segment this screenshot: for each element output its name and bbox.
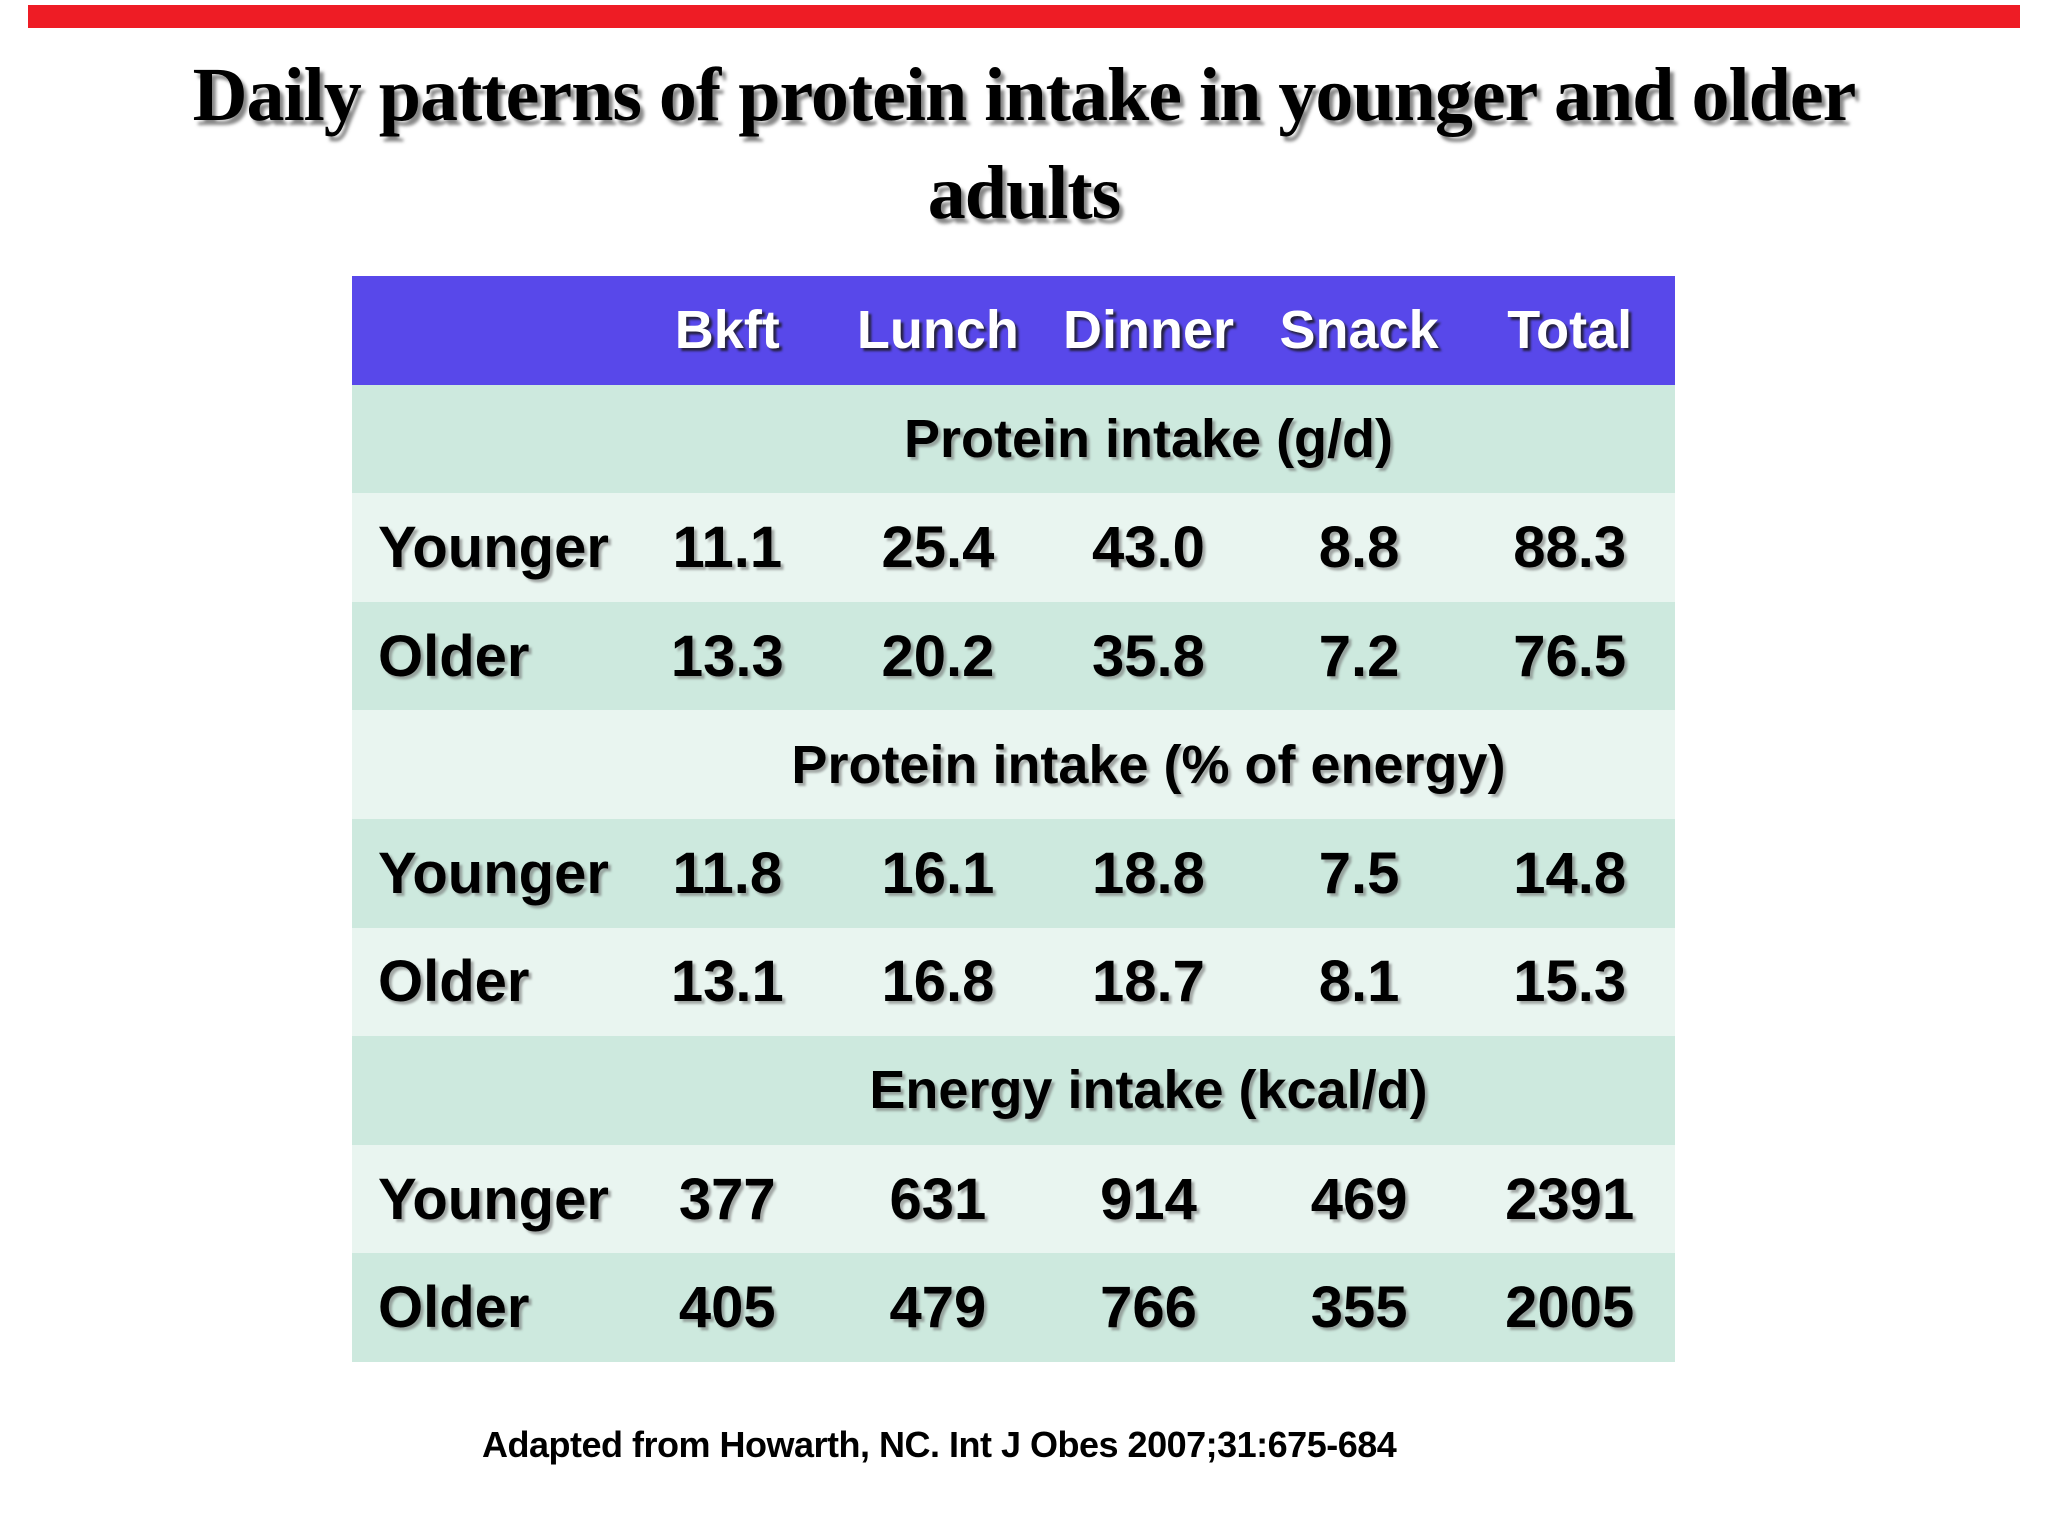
cell-snack: 355 xyxy=(1310,1275,1408,1341)
section-label-protein-gd: Protein intake (g/d) xyxy=(903,408,1394,469)
section-row-protein-gd: Protein intake (g/d) xyxy=(352,384,1675,494)
cell-dinner: 43.0 xyxy=(1092,514,1205,580)
header-cell-bkft: Bkft xyxy=(674,300,780,361)
section-label-energy: Energy intake (kcal/d) xyxy=(869,1060,1428,1121)
cell-total: 2005 xyxy=(1505,1275,1635,1341)
slide-title: Daily patterns of protein intake in youn… xyxy=(0,46,2048,242)
slide-title-line1: Daily patterns of protein intake in youn… xyxy=(192,53,1857,137)
cell-bkft: 13.3 xyxy=(670,623,784,689)
header-cell-lunch: Lunch xyxy=(856,300,1019,361)
section-spacer xyxy=(352,710,622,819)
cell-lunch: 16.8 xyxy=(881,949,995,1015)
cell-total: 2391 xyxy=(1505,1166,1635,1232)
row-label: Older xyxy=(378,623,530,689)
cell-lunch: 25.4 xyxy=(881,514,995,580)
slide-title-line2: adults xyxy=(927,151,1122,235)
cell-dinner: 766 xyxy=(1100,1275,1197,1341)
cell-lunch: 631 xyxy=(889,1166,987,1232)
cell-total: 88.3 xyxy=(1513,514,1627,580)
table-row-older-pct: Older 13.1 16.8 18.7 8.1 15.3 xyxy=(352,927,1675,1037)
citation: Adapted from Howarth, NC. Int J Obes 200… xyxy=(482,1424,1397,1465)
table-row-older-gd: Older 13.3 20.2 35.8 7.2 76.5 xyxy=(352,601,1675,711)
table-row-younger-energy: Younger 377 631 914 469 2391 xyxy=(352,1144,1675,1254)
cell-dinner: 35.8 xyxy=(1092,623,1205,689)
cell-snack: 8.1 xyxy=(1318,949,1400,1015)
row-label: Younger xyxy=(378,514,609,580)
header-cell-empty xyxy=(352,276,622,385)
header-cell-total: Total xyxy=(1507,300,1633,361)
section-label-protein-pct: Protein intake (% of energy) xyxy=(791,734,1506,795)
section-row-energy: Energy intake (kcal/d) xyxy=(352,1036,1675,1145)
cell-snack: 469 xyxy=(1310,1166,1408,1232)
top-accent-bar xyxy=(28,5,2020,28)
header-cell-dinner: Dinner xyxy=(1062,300,1234,361)
cell-dinner: 18.7 xyxy=(1092,949,1205,1015)
table-header-row: Bkft Lunch Dinner Snack Total xyxy=(352,276,1675,385)
cell-total: 15.3 xyxy=(1513,949,1627,1015)
cell-snack: 7.2 xyxy=(1318,623,1400,689)
table-row-older-energy: Older 405 479 766 355 2005 xyxy=(352,1253,1675,1362)
row-label: Younger xyxy=(378,840,609,906)
header-cell-snack: Snack xyxy=(1279,300,1439,361)
row-label: Younger xyxy=(378,1166,609,1232)
cell-bkft: 377 xyxy=(678,1166,776,1232)
row-label: Older xyxy=(378,1275,530,1341)
cell-total: 14.8 xyxy=(1513,840,1627,906)
row-label: Older xyxy=(378,949,530,1015)
section-spacer xyxy=(352,1036,622,1145)
cell-bkft: 11.1 xyxy=(672,514,783,580)
section-spacer xyxy=(352,385,622,494)
cell-bkft: 405 xyxy=(678,1275,776,1341)
cell-snack: 7.5 xyxy=(1318,840,1400,906)
cell-dinner: 914 xyxy=(1100,1166,1197,1232)
section-row-protein-pct: Protein intake (% of energy) xyxy=(352,710,1675,819)
cell-bkft: 11.8 xyxy=(672,840,783,906)
cell-bkft: 13.1 xyxy=(670,949,784,1015)
cell-dinner: 18.8 xyxy=(1092,840,1205,906)
table-row-younger-gd: Younger 11.1 25.4 43.0 8.8 88.3 xyxy=(352,493,1675,602)
cell-lunch: 16.1 xyxy=(881,840,995,906)
protein-intake-table: Bkft Lunch Dinner Snack Total Protein in… xyxy=(352,276,1675,1362)
cell-total: 76.5 xyxy=(1513,623,1627,689)
cell-lunch: 479 xyxy=(889,1275,987,1341)
table-row-younger-pct: Younger 11.8 16.1 18.8 7.5 14.8 xyxy=(352,818,1675,928)
cell-snack: 8.8 xyxy=(1318,514,1400,580)
cell-lunch: 20.2 xyxy=(881,623,995,689)
